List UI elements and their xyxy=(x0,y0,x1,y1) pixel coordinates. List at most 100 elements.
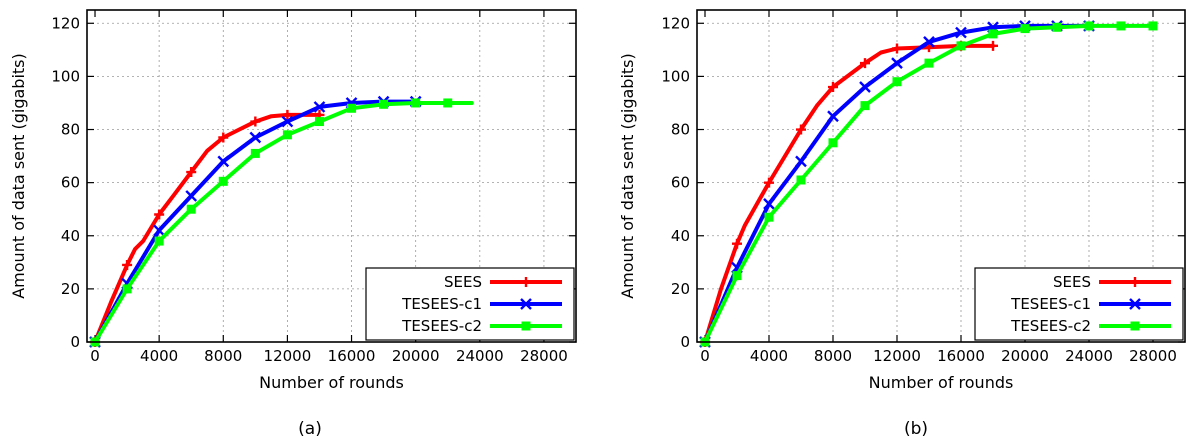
data-point-cross xyxy=(281,115,294,128)
data-point-plus xyxy=(218,132,229,143)
data-point-square xyxy=(443,98,453,108)
plot-frame xyxy=(86,9,577,343)
data-point-plus xyxy=(796,124,806,135)
data-point-square xyxy=(764,212,774,222)
data-point-square xyxy=(1084,21,1094,31)
data-point-plus xyxy=(732,238,742,249)
x-tick-label: 8000 xyxy=(204,347,242,365)
data-point-cross xyxy=(313,101,326,113)
x-tick-label: 8000 xyxy=(814,347,852,365)
legend-label: SEES xyxy=(444,273,482,291)
x-tick-label: 0 xyxy=(700,347,710,365)
data-point-cross xyxy=(891,57,903,69)
series-line xyxy=(703,43,995,344)
data-point-square xyxy=(411,98,421,108)
y-tick-label: 120 xyxy=(661,14,690,32)
data-point-plus xyxy=(988,40,998,51)
data-point-cross xyxy=(185,190,198,202)
data-point-cross xyxy=(520,298,532,310)
data-point-plus xyxy=(521,277,531,287)
data-point-cross xyxy=(827,110,839,123)
data-point-square xyxy=(860,101,870,111)
data-point-square xyxy=(924,58,934,68)
legend: SEES TESEES-c1 TESEES-c2 xyxy=(365,267,575,341)
data-point-square xyxy=(1130,321,1140,331)
plot-frame xyxy=(696,9,1186,343)
x-tick-label: 4000 xyxy=(140,347,178,365)
data-point-square xyxy=(1020,24,1030,34)
x-tick-label: 20000 xyxy=(392,347,440,365)
data-point-square xyxy=(218,176,228,186)
data-point-cross xyxy=(217,155,230,168)
data-point-square xyxy=(250,148,260,158)
y-tick-label: 100 xyxy=(51,67,80,85)
data-point-plus xyxy=(764,177,774,188)
x-tick-label: 24000 xyxy=(1065,347,1113,365)
x-tick-label: 4000 xyxy=(750,347,788,365)
data-point-square xyxy=(988,29,998,39)
data-point-square xyxy=(1148,21,1158,31)
data-point-square xyxy=(892,77,902,87)
legend-label: TESEES-c1 xyxy=(401,295,482,313)
legend-label: SEES xyxy=(1053,273,1091,291)
data-point-plus xyxy=(282,109,293,120)
data-point-cross xyxy=(1129,298,1141,310)
chart-panel-2: 0 4000 8000 12000 16000 20000 24000 28000 0 20 40 6… xyxy=(618,9,1186,439)
y-tick-label: 80 xyxy=(671,121,690,139)
x-axis-label: Number of rounds xyxy=(869,373,1014,392)
data-point-cross xyxy=(795,155,807,168)
y-tick-label: 40 xyxy=(671,227,690,245)
data-point-square xyxy=(521,321,531,331)
y-axis-label: Amount of data sent (gigabits) xyxy=(618,53,637,299)
data-point-square xyxy=(828,138,838,148)
y-tick-label: 120 xyxy=(51,14,80,32)
x-axis-label: Number of rounds xyxy=(259,373,404,392)
legend: SEES TESEES-c1 TESEES-c2 xyxy=(974,267,1184,341)
legend-label: TESEES-c1 xyxy=(1010,295,1091,313)
data-point-cross xyxy=(153,224,165,237)
data-point-square xyxy=(122,284,132,294)
x-tick-label: 16000 xyxy=(937,347,985,365)
x-tick-label: 12000 xyxy=(873,347,921,365)
data-point-plus xyxy=(1130,277,1140,287)
chart-panel-1: 0 4000 8000 12000 16000 20000 24000 28000 0 20 40 6… xyxy=(9,9,577,439)
data-point-cross xyxy=(923,36,935,48)
data-point-plus xyxy=(122,259,133,270)
data-point-cross xyxy=(249,131,262,144)
x-tick-label: 24000 xyxy=(456,347,504,365)
data-point-square xyxy=(282,130,292,140)
data-point-square xyxy=(347,103,357,113)
y-tick-label: 0 xyxy=(680,333,690,351)
data-point-plus xyxy=(250,116,261,127)
data-point-square xyxy=(186,204,196,214)
panel-caption: (a) xyxy=(298,419,322,439)
data-point-cross xyxy=(859,81,871,93)
x-tick-label: 20000 xyxy=(1001,347,1049,365)
legend-label: TESEES-c2 xyxy=(401,317,482,335)
series-SEES xyxy=(90,109,325,347)
series-line xyxy=(93,112,322,344)
data-point-square xyxy=(956,41,966,51)
data-point-square xyxy=(732,271,742,281)
data-point-square xyxy=(154,236,164,246)
x-tick-label: 28000 xyxy=(520,347,568,365)
data-point-square xyxy=(1052,22,1062,32)
x-tick-label: 12000 xyxy=(264,347,312,365)
y-axis-label: Amount of data sent (gigabits) xyxy=(9,53,28,299)
data-point-plus xyxy=(186,167,197,178)
x-tick-label: 16000 xyxy=(328,347,376,365)
data-point-plus xyxy=(860,58,870,69)
data-point-square xyxy=(796,175,806,185)
panel-caption: (b) xyxy=(904,419,928,439)
data-point-plus xyxy=(828,82,838,93)
data-point-cross xyxy=(955,26,967,39)
data-point-plus xyxy=(892,43,902,54)
y-tick-label: 20 xyxy=(671,280,690,298)
y-tick-label: 0 xyxy=(70,333,80,351)
legend-label: TESEES-c2 xyxy=(1010,317,1091,335)
y-tick-label: 100 xyxy=(661,67,690,85)
x-tick-label: 0 xyxy=(90,347,100,365)
y-tick-label: 80 xyxy=(61,121,80,139)
data-point-square xyxy=(379,99,389,109)
